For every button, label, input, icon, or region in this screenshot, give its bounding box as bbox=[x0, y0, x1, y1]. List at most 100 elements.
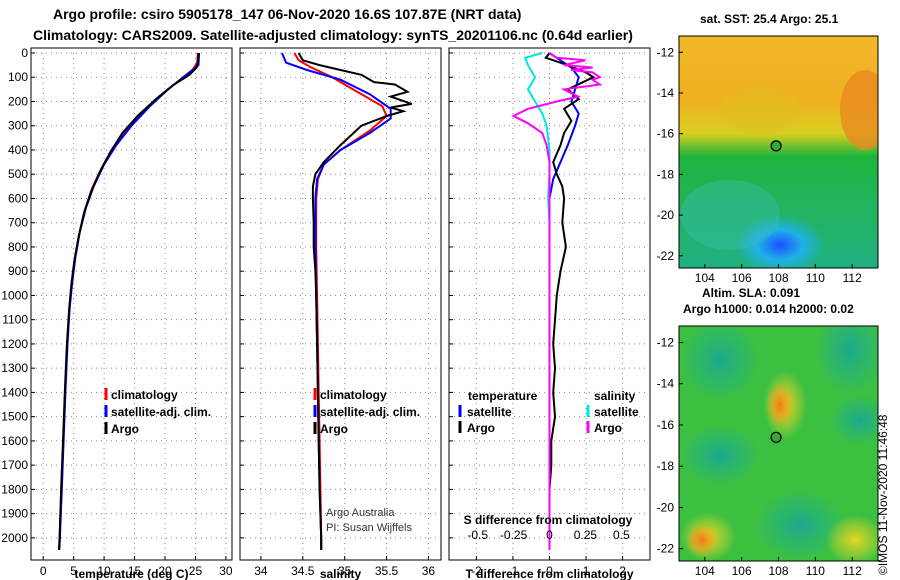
page-title: Argo profile: csiro 5905178_147 06-Nov-2… bbox=[53, 6, 522, 22]
x-tick-label-top: 0.5 bbox=[613, 528, 630, 542]
series-line-argo bbox=[58, 52, 200, 551]
legend-label: climatology bbox=[320, 388, 387, 402]
y-tick-label: 300 bbox=[8, 119, 28, 133]
y-tick-label: 1700 bbox=[1, 458, 28, 472]
y-tick-label: 1900 bbox=[1, 507, 28, 521]
x-axis-label: T difference from climatology bbox=[465, 567, 633, 580]
annotation-text: Argo Australia bbox=[326, 507, 395, 519]
x-tick-label: 34 bbox=[254, 564, 268, 578]
x-tick-label: -2 bbox=[471, 564, 482, 578]
x-tick-label-top: -0.25 bbox=[500, 528, 528, 542]
y-tick-label: 1300 bbox=[1, 361, 28, 375]
x-axis-label-top: S difference from climatology bbox=[464, 513, 633, 527]
x-tick-label: 35 bbox=[338, 564, 352, 578]
legend-title: salinity bbox=[594, 389, 636, 403]
sla-map-subtitle: Argo h1000: 0.014 h2000: 0.02 bbox=[683, 302, 854, 316]
y-tick-label: 800 bbox=[8, 240, 28, 254]
page-subtitle: Climatology: CARS2009. Satellite-adjuste… bbox=[33, 27, 633, 43]
series-line-s-argo bbox=[511, 52, 603, 550]
series-line-climatology bbox=[293, 52, 388, 550]
map-x-tick-label: 104 bbox=[695, 564, 715, 578]
x-tick-label-top: 0.25 bbox=[574, 528, 598, 542]
map-x-tick-label: 108 bbox=[768, 271, 788, 285]
x-tick-label: 0 bbox=[40, 564, 47, 578]
series-line-s-satellite bbox=[523, 52, 551, 550]
legend-label: Argo bbox=[320, 422, 348, 436]
x-tick-label: 1 bbox=[583, 564, 590, 578]
y-tick-label: 1200 bbox=[1, 337, 28, 351]
y-tick-label: 1800 bbox=[1, 482, 28, 496]
legend-title: temperature bbox=[468, 389, 538, 403]
credit-stamp: ©IMOS 11-Nov-2020 11:46:48 bbox=[876, 414, 890, 575]
x-tick-label: 5 bbox=[70, 564, 77, 578]
plot-frame bbox=[30, 47, 233, 561]
map-y-tick-label: -18 bbox=[657, 459, 675, 473]
annotation-text: PI: Susan Wijffels bbox=[326, 522, 412, 534]
y-tick-label: 0 bbox=[21, 46, 28, 60]
map-y-tick-label: -14 bbox=[657, 86, 675, 100]
legend-label: Argo bbox=[594, 421, 622, 435]
map-x-tick-label: 106 bbox=[732, 564, 752, 578]
map-x-tick-label: 110 bbox=[806, 271, 825, 285]
series-line-argo bbox=[297, 52, 413, 550]
y-tick-label: 1000 bbox=[1, 288, 28, 302]
x-tick-label: -1 bbox=[508, 564, 519, 578]
map-x-tick-label: 106 bbox=[732, 271, 752, 285]
map-y-tick-label: -20 bbox=[657, 208, 675, 222]
map-y-tick-label: -22 bbox=[657, 542, 675, 556]
y-tick-label: 600 bbox=[8, 191, 28, 205]
y-tick-label: 900 bbox=[8, 264, 28, 278]
sla-map-shading bbox=[679, 326, 878, 561]
x-tick-label: 20 bbox=[158, 564, 172, 578]
map-x-tick-label: 112 bbox=[843, 564, 862, 578]
map-y-tick-label: -22 bbox=[657, 249, 675, 263]
legend-label: climatology bbox=[111, 388, 178, 402]
x-tick-label-top: -0.5 bbox=[467, 528, 488, 542]
x-tick-label: 10 bbox=[97, 564, 111, 578]
map-y-tick-label: -20 bbox=[657, 500, 675, 514]
legend-label: satellite-adj. clim. bbox=[320, 405, 420, 419]
y-tick-label: 1400 bbox=[1, 385, 28, 399]
x-tick-label: 2 bbox=[619, 564, 626, 578]
legend-label: Argo bbox=[467, 421, 495, 435]
x-tick-label: 36 bbox=[422, 564, 436, 578]
y-tick-label: 500 bbox=[8, 167, 28, 181]
plot-frame bbox=[239, 47, 442, 561]
y-tick-label: 2000 bbox=[1, 531, 28, 545]
map-y-tick-label: -16 bbox=[657, 127, 675, 141]
x-tick-label: 15 bbox=[128, 564, 142, 578]
map-y-tick-label: -16 bbox=[657, 418, 675, 432]
map-y-tick-label: -18 bbox=[657, 167, 675, 181]
legend-label: satellite bbox=[467, 405, 512, 419]
y-tick-label: 1600 bbox=[1, 434, 28, 448]
series-line-t-satellite bbox=[548, 52, 580, 550]
x-tick-label: 34.5 bbox=[291, 564, 315, 578]
map-y-tick-label: -14 bbox=[657, 377, 675, 391]
series-line-satellite-adj-clim- bbox=[58, 52, 201, 551]
map-y-tick-label: -12 bbox=[657, 45, 675, 59]
legend-label: Argo bbox=[111, 422, 139, 436]
argo-position-marker bbox=[770, 140, 782, 152]
x-axis-label: salinity bbox=[320, 567, 362, 580]
y-tick-label: 200 bbox=[8, 94, 28, 108]
x-axis-label: temperature (deg C) bbox=[74, 567, 188, 580]
x-tick-label: 25 bbox=[189, 564, 203, 578]
x-tick-label: 0 bbox=[546, 564, 553, 578]
x-tick-label: 35.5 bbox=[375, 564, 399, 578]
y-tick-label: 1100 bbox=[2, 313, 28, 327]
sst-map-shading bbox=[679, 36, 878, 268]
sst-map-title: sat. SST: 25.4 Argo: 25.1 bbox=[700, 12, 839, 26]
x-tick-label: 30 bbox=[219, 564, 233, 578]
y-tick-label: 1500 bbox=[1, 410, 28, 424]
y-tick-label: 700 bbox=[8, 216, 28, 230]
map-x-tick-label: 108 bbox=[768, 564, 788, 578]
legend-label: satellite bbox=[594, 405, 639, 419]
map-x-tick-label: 110 bbox=[806, 564, 825, 578]
series-line-t-argo bbox=[544, 52, 596, 550]
sla-map-title: Altim. SLA: 0.091 bbox=[702, 286, 801, 300]
y-tick-label: 100 bbox=[8, 70, 28, 84]
legend-label: satellite-adj. clim. bbox=[111, 405, 211, 419]
y-tick-label: 400 bbox=[8, 143, 28, 157]
map-x-tick-label: 104 bbox=[695, 271, 715, 285]
